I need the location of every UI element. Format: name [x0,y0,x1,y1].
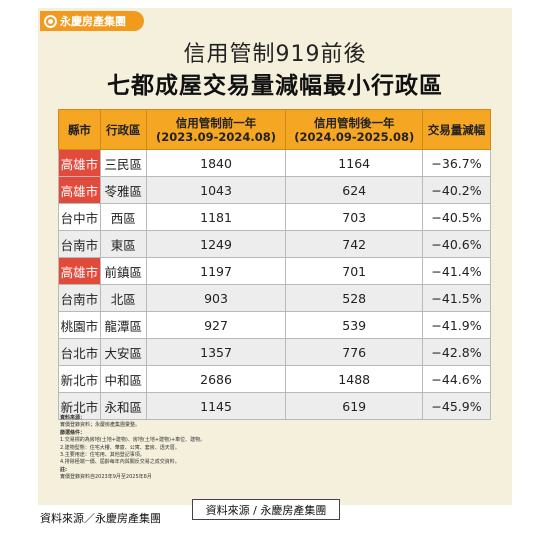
header-after-line1: 信用管制後一年 [313,115,395,130]
cell-before: 1357 [145,338,287,366]
cell-before: 1043 [145,176,287,204]
cell-before: 1197 [145,257,287,285]
header-change: 交易量減幅 [422,109,491,150]
cell-after: 701 [285,257,424,285]
cell-after: 776 [285,338,424,366]
header-after: 信用管制後一年 (2024.09-2025.08) [285,109,424,150]
cell-after: 1488 [285,365,424,393]
cell-after: 624 [285,176,424,204]
table-row: 新北市 永和區 1145 619 −45.9% [58,392,491,420]
cell-after: 528 [285,284,424,312]
header-before-line2: (2023.09-2024.08) [156,129,277,144]
cell-change: −41.9% [422,311,491,339]
brand-logo-text: 永慶房產集團 [60,15,126,28]
table-row: 高雄市 三民區 1840 1164 −36.7% [58,149,491,177]
cell-change: −36.7% [422,149,491,177]
notes-filter-line: 1.交易標的為房地(土地+建物)、房地(土地+建物)+車位、建物。 [60,437,206,444]
cell-district: 前鎮區 [99,257,147,285]
header-after-line2: (2024.09-2025.08) [294,129,415,144]
cell-district: 中和區 [99,365,147,393]
cell-district: 東區 [99,230,147,258]
notes-filter-heading: 篩選條件： [60,429,86,436]
cell-before: 1145 [145,392,287,420]
infographic-card: 永慶房產集團 信用管制919前後 七都成屋交易量減幅最小行政區 縣市 行政區 信… [38,8,512,505]
brand-logo-icon [44,14,57,28]
cell-city: 高雄市 [58,176,101,204]
cell-city: 新北市 [58,365,101,393]
cell-before: 2686 [145,365,287,393]
cell-district: 苓雅區 [99,176,147,204]
cell-before: 1249 [145,230,287,258]
cell-change: −41.5% [422,284,491,312]
notes-filter-line: 3.主要用途：住宅用、其他登記事項。 [60,452,145,459]
cell-city: 台北市 [58,338,101,366]
photo-caption: 資料來源／永慶房產集團 [40,512,161,525]
brand-logo: 永慶房產集團 [40,11,144,31]
cell-before: 927 [145,311,287,339]
cell-district: 三民區 [99,149,147,177]
table-row: 台北市 大安區 1357 776 −42.8% [58,338,491,366]
notes-note-heading: 註: [60,466,67,473]
cell-before: 1181 [145,203,287,231]
cell-city: 台南市 [58,230,101,258]
title-line-1: 信用管制919前後 [183,42,367,67]
header-before: 信用管制前一年 (2023.09-2024.08) [145,109,287,150]
cell-district: 龍潭區 [99,311,147,339]
header-district: 行政區 [99,109,147,150]
cell-before: 903 [145,284,287,312]
cell-after: 1164 [285,149,424,177]
notes-note-text: 實價登錄資料自2023年9月至2025年8月 [60,474,152,481]
table-header-row: 縣市 行政區 信用管制前一年 (2023.09-2024.08) 信用管制後一年… [58,109,491,150]
title-line-2: 七都成屋交易量減幅最小行政區 [107,73,443,99]
cell-after: 742 [285,230,424,258]
table-row: 新北市 中和區 2686 1488 −44.6% [58,365,491,393]
cell-change: −40.2% [422,176,491,204]
cell-after: 619 [285,392,424,420]
cell-change: −41.4% [422,257,491,285]
table-row: 台南市 東區 1249 742 −40.6% [58,230,491,258]
header-before-line1: 信用管制前一年 [175,115,257,130]
cell-change: −42.8% [422,338,491,366]
notes-block: 資料來源： 實價登錄資料；永慶房產集團彙整。 篩選條件： 1.交易標的為房地(土… [60,415,360,482]
cell-city: 高雄市 [58,149,101,177]
source-label-box: 資料來源 / 永慶房產集團 [192,499,340,520]
cell-before: 1840 [145,149,287,177]
cell-city: 桃園市 [58,311,101,339]
cell-after: 539 [285,311,424,339]
table-row: 高雄市 苓雅區 1043 624 −40.2% [58,176,491,204]
table-row: 台中市 西區 1181 703 −40.5% [58,203,491,231]
notes-source-heading: 資料來源： [60,415,86,421]
cell-district: 西區 [99,203,147,231]
cell-city: 台南市 [58,284,101,312]
notes-filter-line: 4.排除極端一價、屆齡每年內與關反交易之成交資料。 [60,459,180,466]
table-row: 台南市 北區 903 528 −41.5% [58,284,491,312]
header-city: 縣市 [58,109,101,150]
notes-source-text: 實價登錄資料；永慶房產集團彙整。 [60,422,141,429]
cell-change: −45.9% [422,392,491,420]
cell-city: 台中市 [58,203,101,231]
cell-city: 高雄市 [58,257,101,285]
cell-after: 703 [285,203,424,231]
cell-district: 北區 [99,284,147,312]
notes-filter-line: 2.建物型態：住宅大樓、華廈、公寓、套房、透天厝。 [60,444,180,451]
table-row: 高雄市 前鎮區 1197 701 −41.4% [58,257,491,285]
cell-district: 大安區 [99,338,147,366]
cell-change: −40.6% [422,230,491,258]
cell-change: −44.6% [422,365,491,393]
transaction-table: 縣市 行政區 信用管制前一年 (2023.09-2024.08) 信用管制後一年… [58,109,491,420]
cell-change: −40.5% [422,203,491,231]
cell-city: 新北市 [58,392,101,420]
table-row: 桃園市 龍潭區 927 539 −41.9% [58,311,491,339]
